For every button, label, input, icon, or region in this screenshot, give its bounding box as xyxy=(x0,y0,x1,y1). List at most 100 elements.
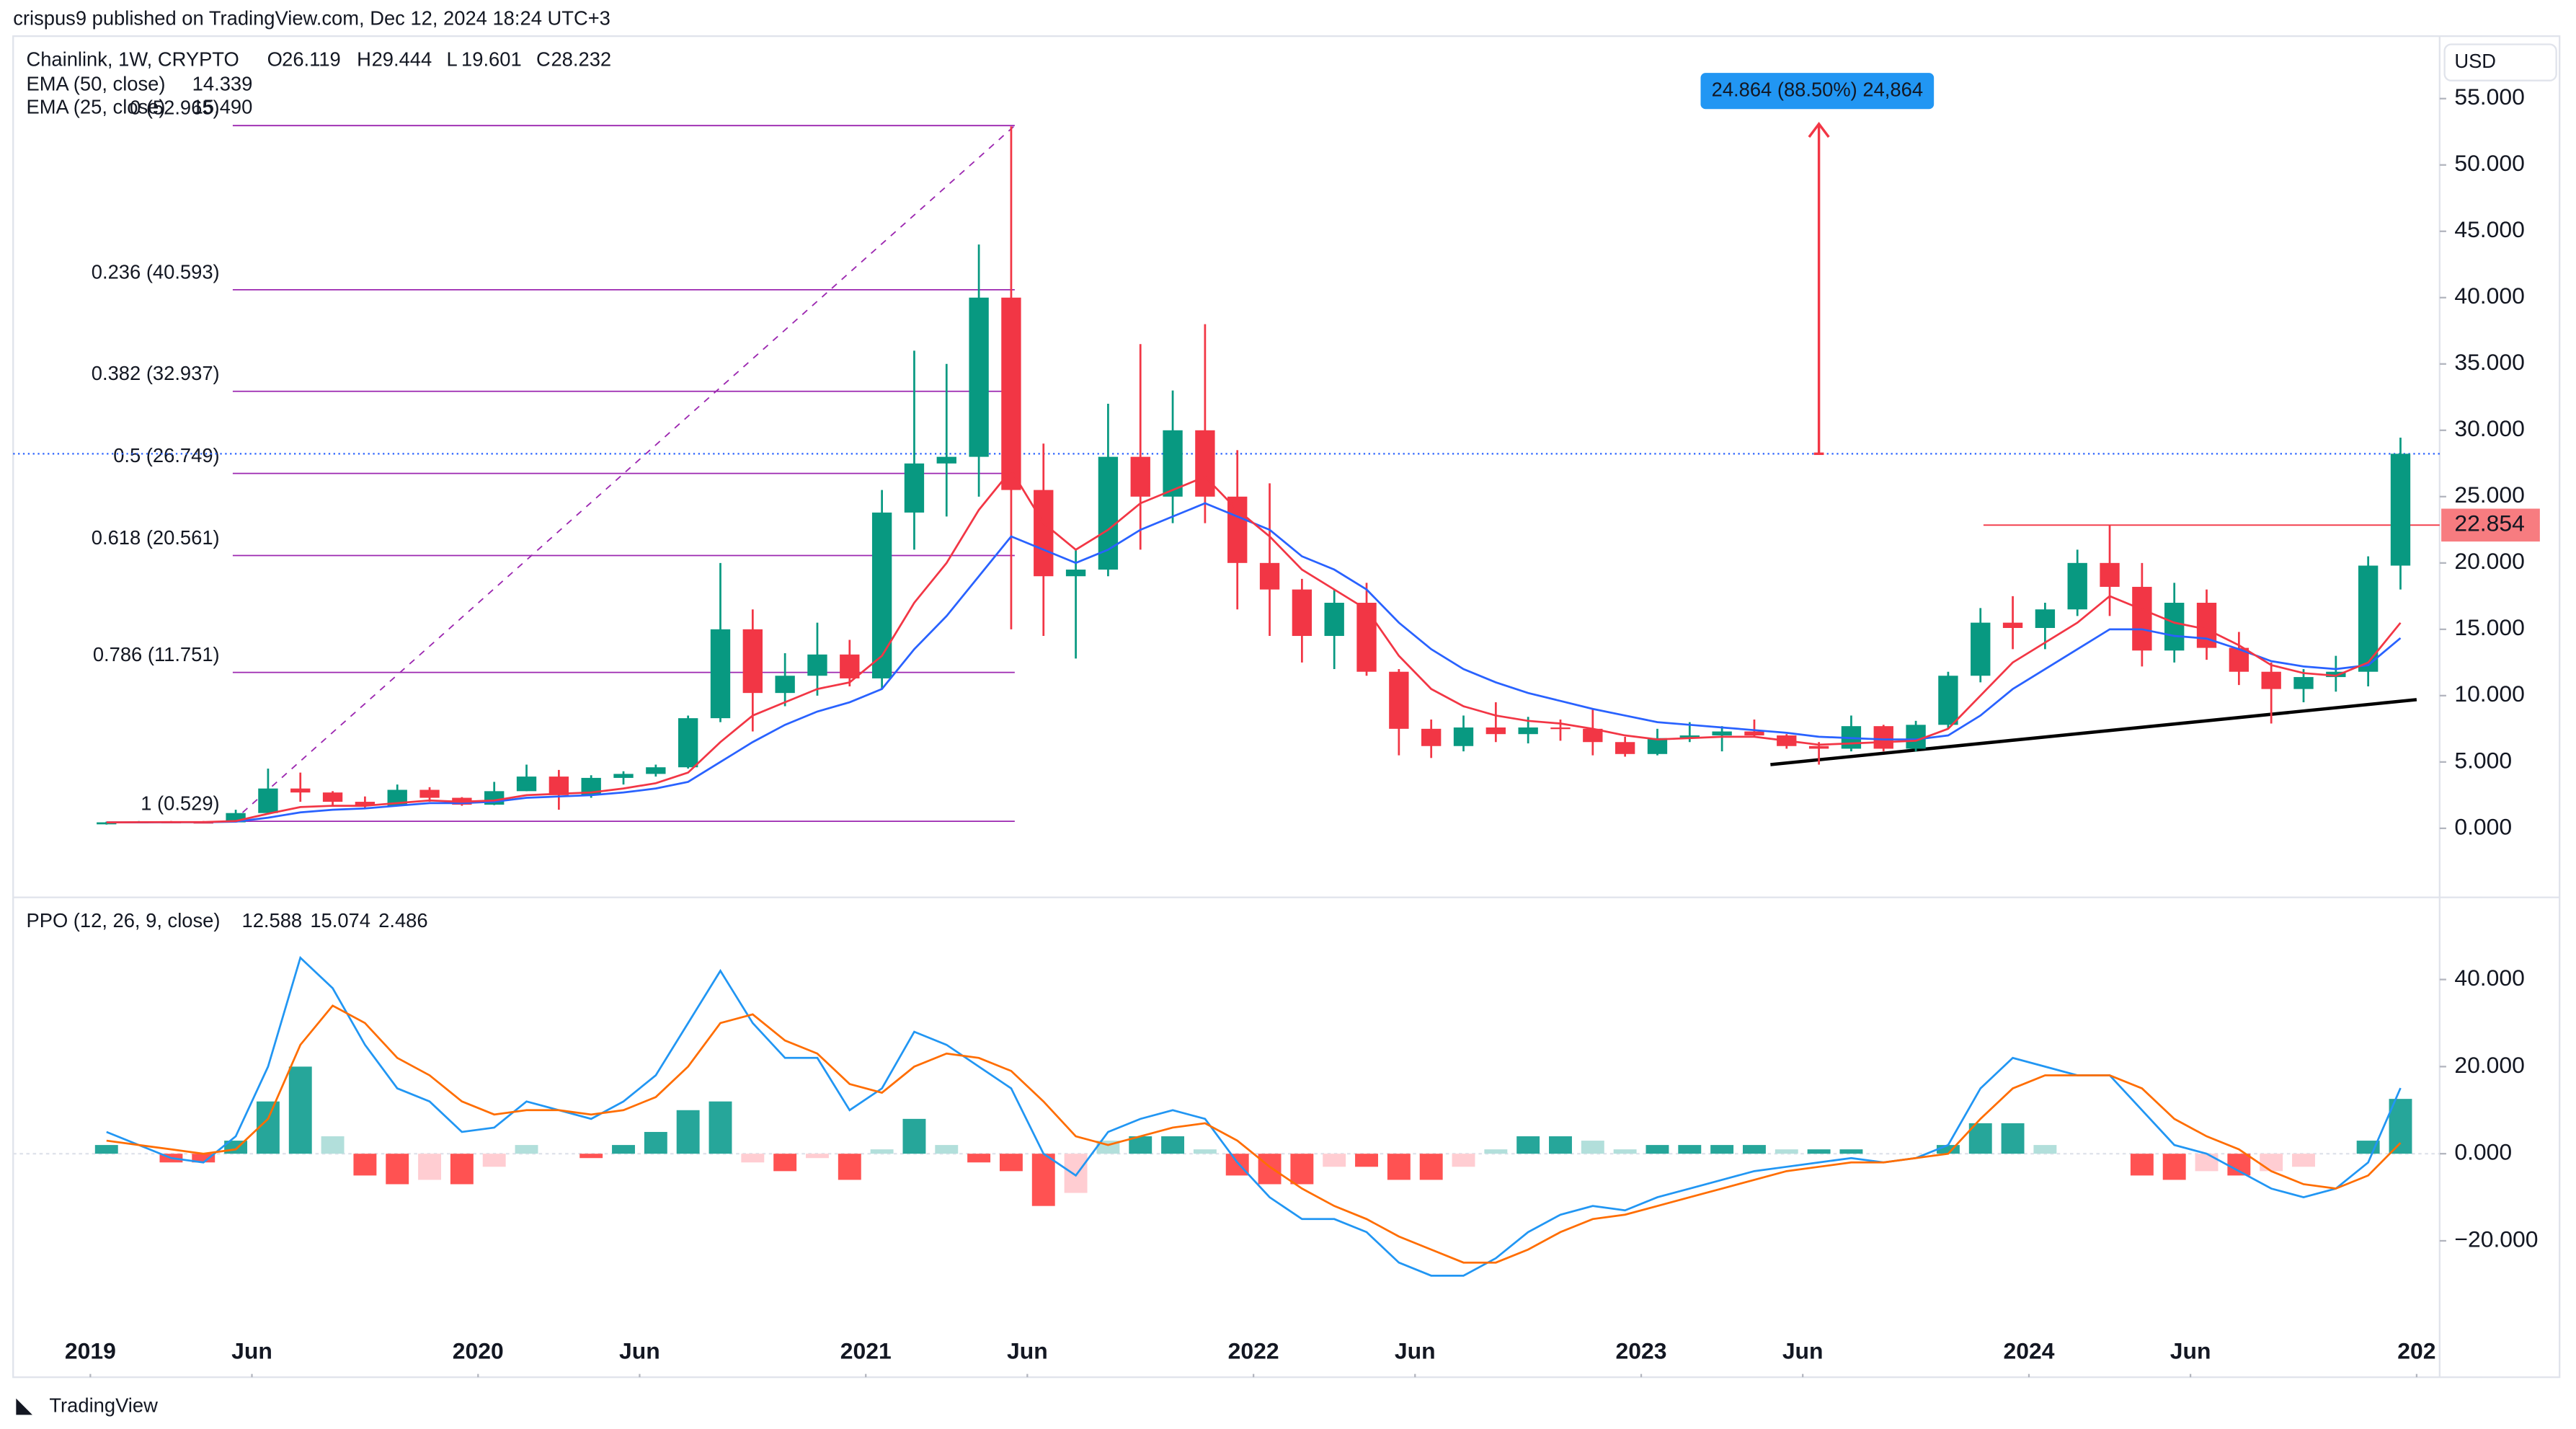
histogram-bar xyxy=(1387,1154,1411,1180)
candle-body xyxy=(581,777,601,795)
candle-body xyxy=(1421,728,1442,746)
candle-body xyxy=(613,774,634,778)
x-tick-label: 2019 xyxy=(65,1337,116,1363)
candle-body xyxy=(775,676,795,694)
histogram-bar xyxy=(1161,1136,1185,1154)
histogram-bar xyxy=(192,1154,216,1163)
y-tick-label: 35.000 xyxy=(2454,349,2525,375)
candle-body xyxy=(2358,565,2379,672)
histogram-bar xyxy=(967,1154,991,1163)
histogram-bar xyxy=(741,1154,765,1163)
currency[interactable]: USD xyxy=(2454,50,2496,72)
legend-value: 15.490 xyxy=(192,96,253,118)
histogram-bar xyxy=(1258,1154,1282,1185)
histogram-bar xyxy=(2033,1145,2057,1154)
fib-label: 0.786 (11.751) xyxy=(93,643,220,665)
histogram-bar xyxy=(256,1101,280,1154)
histogram-bar xyxy=(1549,1136,1572,1154)
publish-info: crispus9 published on TradingView.com, D… xyxy=(13,7,610,30)
x-tick-label: 2021 xyxy=(840,1337,892,1363)
legend-value: 14.339 xyxy=(192,73,253,95)
y-tick-label: 0.000 xyxy=(2454,1139,2512,1165)
measure-label: 24.864 (88.50%) 24,864 xyxy=(1712,78,1923,100)
candle-body xyxy=(2293,677,2314,689)
candle-body xyxy=(516,777,537,792)
histogram-bar xyxy=(935,1145,959,1154)
resistance-label: 22.854 xyxy=(2454,510,2525,536)
legend-name: EMA (50, close) xyxy=(26,73,165,95)
histogram-bar xyxy=(1581,1141,1604,1154)
candle-body xyxy=(1259,562,1280,590)
candle-body xyxy=(1647,738,1668,754)
candle-body xyxy=(1163,430,1183,497)
histogram-bar xyxy=(386,1154,409,1185)
candle-body xyxy=(807,654,827,676)
fib-label: 0.236 (40.593) xyxy=(92,260,220,283)
y-tick-label: 30.000 xyxy=(2454,415,2525,441)
candle-body xyxy=(1518,727,1538,735)
histogram-bar xyxy=(1193,1149,1217,1154)
histogram-bar xyxy=(353,1154,377,1176)
ohlc-key: C xyxy=(536,48,551,71)
y-tick-label: 40.000 xyxy=(2454,965,2525,991)
histogram-bar xyxy=(1839,1149,1863,1154)
fib-label: 0 (52.965) xyxy=(130,97,220,119)
histogram-bar xyxy=(418,1154,442,1180)
histogram-bar xyxy=(2292,1154,2315,1167)
candle-body xyxy=(2326,671,2346,678)
histogram-bar xyxy=(1613,1149,1637,1154)
histogram-bar xyxy=(1452,1154,1475,1167)
candle-body xyxy=(355,802,376,806)
candle-body xyxy=(1453,727,1474,746)
currency-button[interactable] xyxy=(2443,43,2557,81)
candle-body xyxy=(969,297,989,457)
measure-box xyxy=(1700,73,1935,110)
legend-value: 15.074 xyxy=(310,909,370,932)
candle-body xyxy=(1195,430,1215,497)
y-tick-label: 20.000 xyxy=(2454,548,2525,574)
measure-arrowhead xyxy=(1808,121,1830,138)
x-tick-label: Jun xyxy=(619,1337,660,1363)
y-tick-label: −20.000 xyxy=(2454,1226,2538,1252)
y-tick-label: 50.000 xyxy=(2454,150,2525,176)
candle-body xyxy=(2390,454,2411,566)
candle-body xyxy=(1873,726,1893,749)
candle-body xyxy=(871,512,892,678)
histogram-bar xyxy=(1516,1136,1540,1154)
candle-body xyxy=(258,788,278,813)
ohlc-value: 26.119 xyxy=(282,48,341,71)
histogram-bar xyxy=(288,1066,312,1154)
histogram-bar xyxy=(709,1101,732,1154)
y-tick-label: 55.000 xyxy=(2454,84,2525,110)
histogram-bar xyxy=(515,1145,538,1154)
histogram-bar xyxy=(1031,1154,1055,1206)
candle-body xyxy=(2261,671,2281,689)
x-tick-label: Jun xyxy=(1395,1337,1436,1363)
candle-body xyxy=(936,456,956,464)
candle-body xyxy=(1906,725,1926,749)
ohlc-key: O xyxy=(267,48,283,71)
ohlc-value: 28.232 xyxy=(551,48,611,71)
candle-body xyxy=(419,789,440,798)
histogram-bar xyxy=(612,1145,635,1154)
ema-25 xyxy=(106,468,2402,823)
y-tick-label: 5.000 xyxy=(2454,747,2512,773)
y-tick-label: 15.000 xyxy=(2454,614,2525,640)
histogram-bar xyxy=(2162,1154,2186,1180)
histogram-bar xyxy=(773,1154,797,1172)
candle-body xyxy=(1292,589,1313,637)
candle-body xyxy=(1679,735,1700,738)
frame xyxy=(12,35,2561,1379)
ohlc-key: H xyxy=(357,48,371,71)
candle-body xyxy=(2035,609,2056,628)
histogram-bar xyxy=(676,1110,700,1154)
histogram-bar xyxy=(2001,1123,2025,1154)
candle-body xyxy=(646,767,666,774)
candle-body xyxy=(1324,603,1344,637)
histogram-bar xyxy=(1484,1149,1508,1154)
ohlc-value: 19.601 xyxy=(461,48,522,71)
candle-body xyxy=(1938,676,1958,725)
candle-body xyxy=(1615,742,1635,754)
legend-name: EMA (25, close) xyxy=(26,96,165,118)
